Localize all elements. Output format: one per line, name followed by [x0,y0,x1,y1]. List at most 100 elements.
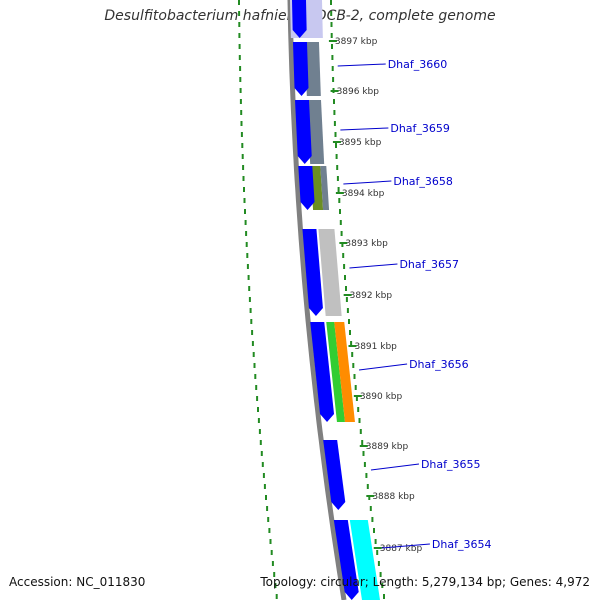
tick-mark [343,294,352,296]
tick-label: 3892 kbp [350,291,393,301]
gc-dot [242,176,245,181]
genome-backbone [287,0,347,600]
gene-leader-line [340,127,389,131]
gc-skew-dot [371,517,374,522]
gc-skew-dot [374,539,377,544]
gc-dot [239,77,242,82]
gc-dot [241,154,244,159]
gc-dot [244,220,247,225]
gc-dot [257,407,259,412]
gc-skew-dot [330,33,333,38]
genome-summary: Topology: circular; Length: 5,279,134 bp… [260,575,590,589]
tick-label: 3893 kbp [345,239,388,249]
gene-block-3657 [318,229,342,316]
gc-dot [238,11,241,16]
gc-dot [239,99,242,104]
gc-skew-dot [345,297,348,302]
tick-mark [330,90,339,92]
gene-label: Dhaf_3656 [409,358,469,371]
gc-dot [274,583,277,588]
gc-dot [238,0,240,5]
gc-dot [238,33,241,38]
gene-label: Dhaf_3654 [432,538,492,551]
gc-dot [271,561,274,566]
gc-dot [251,330,254,335]
gc-dot [239,88,242,93]
gc-dot [257,418,260,423]
gc-skew-dot [352,363,355,368]
tick-mark [373,547,382,549]
gc-skew-dot [361,440,364,445]
gc-skew-dot [344,275,346,280]
gc-skew-dot [354,385,357,390]
gc-dot [255,385,258,390]
gc-skew-dot [335,143,337,148]
gc-dot [243,198,246,203]
gc-skew-dot [330,11,333,16]
cds-arrow [333,520,359,600]
gc-dot [267,517,270,522]
gc-dot [240,110,243,115]
gc-dot [268,528,271,533]
gc-dot [245,231,248,236]
gc-dot [243,187,245,192]
gene-label: Dhaf_3658 [393,175,453,188]
gc-dot [250,319,253,324]
gc-dot [252,352,255,357]
gc-skew-dot [335,154,338,159]
gc-skew-dot [363,462,366,467]
tick-label: 3894 kbp [342,189,385,199]
gc-skew-track [330,0,385,599]
gc-skew-dot [368,495,371,500]
tick-mark [339,242,348,244]
gc-skew-dot [365,473,368,478]
gc-skew-dot [351,352,354,357]
gc-skew-dot [353,374,356,379]
gc-skew-dot [339,209,341,214]
gc-skew-dot [336,176,339,181]
gc-dot [270,550,273,555]
gc-dot [253,363,256,368]
gc-skew-dot [331,44,333,49]
gc-dot [266,506,269,511]
gc-skew-dot [336,165,339,170]
tick-mark [335,192,344,194]
gc-dot [238,55,241,60]
gc-skew-dot [338,198,341,203]
gene-label: Dhaf_3657 [399,258,459,271]
gc-skew-dot [373,528,375,533]
gc-skew-dot [345,286,347,291]
gc-skew-dot [333,110,336,115]
tick-label: 3895 kbp [339,138,382,148]
gene-block-3656 [326,322,345,422]
gene-label: Dhaf_3660 [388,58,448,71]
gc-dot [242,165,245,170]
gc-skew-dot [342,253,345,258]
gc-dot [248,286,251,291]
gc-dot [258,429,261,434]
tick-label: 3896 kbp [337,87,380,97]
gene-label: Dhaf_3659 [390,122,450,135]
tick-mark [328,40,337,42]
tick-mark [366,495,375,497]
tick-label: 3890 kbp [360,392,403,402]
gene-leader-line [370,463,420,471]
gene-block-3656b [334,322,355,422]
gc-skew-dot [348,319,350,324]
gc-skew-dot [333,99,335,104]
gc-dot [269,539,272,544]
cds-arrow [302,229,323,316]
gc-skew-dot [362,451,365,456]
gc-skew-dot [376,550,379,555]
gc-skew-dot [331,66,334,71]
gene-block-3654 [349,520,380,600]
gene-label: Dhaf_3655 [421,458,481,471]
gc-skew-dot [337,187,340,192]
gc-dot [262,473,265,478]
gc-dot [251,341,254,346]
gc-dot [260,451,263,456]
gc-skew-dot [357,407,360,412]
gc-dot [256,396,259,401]
gc-skew-dot [366,484,369,489]
